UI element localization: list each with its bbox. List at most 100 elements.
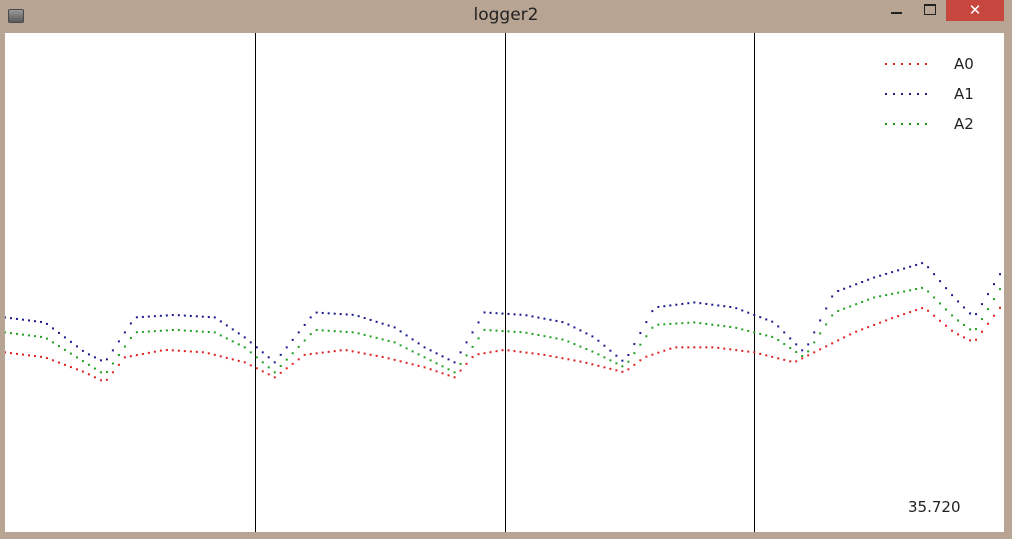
point-a2 — [75, 356, 78, 359]
point-a0 — [183, 350, 186, 353]
point-a2 — [99, 371, 102, 374]
point-a1 — [939, 280, 942, 283]
point-a2 — [441, 365, 444, 368]
point-a1 — [627, 354, 630, 357]
point-a0 — [549, 354, 552, 357]
point-a1 — [249, 341, 252, 344]
point-a1 — [297, 331, 300, 334]
point-a1 — [33, 320, 36, 323]
title-bar[interactable]: logger2 ✕ — [0, 0, 1012, 32]
point-a0 — [261, 370, 264, 373]
point-a2 — [459, 362, 462, 365]
point-a0 — [213, 353, 216, 356]
point-a1 — [843, 287, 846, 290]
point-a2 — [471, 345, 474, 348]
point-a2 — [579, 345, 582, 348]
point-a0 — [435, 370, 438, 373]
point-a0 — [381, 355, 384, 358]
point-a0 — [345, 349, 348, 352]
point-a0 — [891, 317, 894, 320]
point-a1 — [927, 266, 930, 269]
point-a1 — [711, 303, 714, 306]
point-a2 — [375, 336, 378, 339]
point-a0 — [723, 347, 726, 350]
point-a1 — [561, 321, 564, 324]
point-a1 — [753, 313, 756, 316]
point-a1 — [657, 305, 660, 308]
point-a0 — [27, 354, 30, 357]
point-a0 — [303, 353, 306, 356]
point-a2 — [51, 341, 54, 344]
point-a2 — [495, 329, 498, 332]
point-a1 — [267, 356, 270, 359]
point-a0 — [459, 369, 462, 372]
point-a2 — [873, 296, 876, 299]
point-a0 — [921, 307, 924, 310]
point-a2 — [27, 334, 30, 337]
point-a1 — [735, 307, 738, 310]
point-a0 — [177, 349, 180, 352]
point-a1 — [999, 273, 1002, 276]
point-a1 — [651, 310, 654, 313]
point-a2 — [975, 328, 978, 331]
point-a0 — [387, 357, 390, 360]
point-a1 — [903, 267, 906, 270]
point-a2 — [15, 332, 18, 335]
point-a2 — [339, 330, 342, 333]
point-a1 — [681, 302, 684, 305]
point-a0 — [429, 368, 432, 371]
app-icon[interactable] — [8, 9, 24, 23]
point-a0 — [939, 319, 942, 322]
point-a1 — [351, 313, 354, 316]
point-a0 — [219, 355, 222, 358]
point-a0 — [753, 351, 756, 354]
minimize-button[interactable] — [883, 0, 910, 21]
maximize-button[interactable] — [916, 0, 943, 21]
point-a1 — [633, 343, 636, 346]
point-a1 — [813, 331, 816, 334]
point-a1 — [429, 349, 432, 352]
point-a0 — [237, 359, 240, 362]
point-a2 — [177, 329, 180, 332]
point-a0 — [801, 357, 804, 360]
point-a0 — [135, 354, 138, 357]
point-a0 — [81, 370, 84, 373]
point-a1 — [309, 316, 312, 319]
point-a1 — [543, 317, 546, 320]
point-a2 — [33, 335, 36, 338]
point-a0 — [909, 311, 912, 314]
point-a0 — [813, 351, 816, 354]
point-a1 — [807, 343, 810, 346]
close-button[interactable]: ✕ — [946, 0, 1004, 21]
point-a2 — [615, 362, 618, 365]
point-a0 — [663, 349, 666, 352]
point-a1 — [621, 359, 624, 362]
point-a2 — [885, 294, 888, 297]
point-a0 — [783, 358, 786, 361]
point-a2 — [645, 335, 648, 338]
point-a1 — [129, 322, 132, 325]
point-a1 — [963, 306, 966, 309]
point-a1 — [693, 301, 696, 304]
point-a2 — [507, 330, 510, 333]
point-a0 — [957, 333, 960, 336]
point-a0 — [189, 350, 192, 353]
point-a0 — [885, 319, 888, 322]
point-a2 — [921, 286, 924, 289]
point-a0 — [795, 360, 798, 363]
point-a2 — [465, 354, 468, 357]
point-a2 — [513, 330, 516, 333]
point-a1 — [357, 315, 360, 318]
point-a1 — [21, 318, 24, 321]
point-a1 — [261, 351, 264, 354]
point-a0 — [819, 348, 822, 351]
point-a1 — [411, 338, 414, 341]
point-a0 — [465, 362, 468, 365]
point-a0 — [123, 356, 126, 359]
point-a1 — [855, 283, 858, 286]
point-a0 — [975, 338, 978, 341]
point-a2 — [777, 339, 780, 342]
point-a0 — [927, 309, 930, 312]
point-a0 — [255, 367, 258, 370]
point-a1 — [993, 283, 996, 286]
